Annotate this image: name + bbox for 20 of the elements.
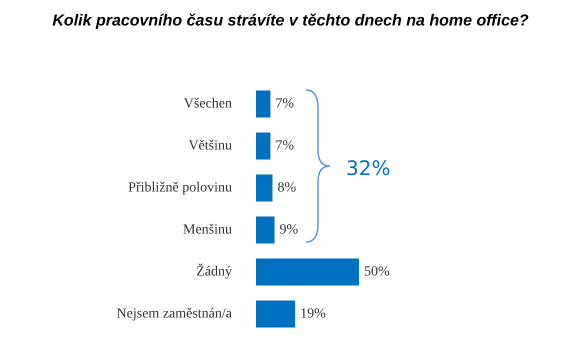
- bar: [256, 90, 270, 118]
- data-label: 19%: [300, 306, 326, 322]
- y-tick-label: Přibližně polovinu: [128, 180, 232, 196]
- bar: [256, 132, 270, 160]
- y-tick-label: Menšinu: [183, 222, 232, 238]
- data-label: 7%: [275, 96, 294, 112]
- chart-title: Kolik pracovního času strávíte v těchto dnech na home office?: [52, 12, 529, 30]
- y-tick-label: Většinu: [188, 138, 232, 154]
- y-tick-label: Všechen: [184, 96, 232, 112]
- bar: [256, 258, 359, 286]
- data-label: 50%: [364, 264, 390, 280]
- data-label: 8%: [277, 180, 296, 196]
- data-label: 7%: [275, 138, 294, 154]
- data-label: 9%: [280, 222, 299, 238]
- bar: [256, 300, 296, 328]
- y-tick-label: Nejsem zaměstnán/a: [116, 306, 233, 322]
- y-tick-label: Žádný: [196, 262, 232, 280]
- bar: [256, 174, 272, 202]
- annotation: 32%: [346, 156, 390, 180]
- bar: [256, 216, 275, 244]
